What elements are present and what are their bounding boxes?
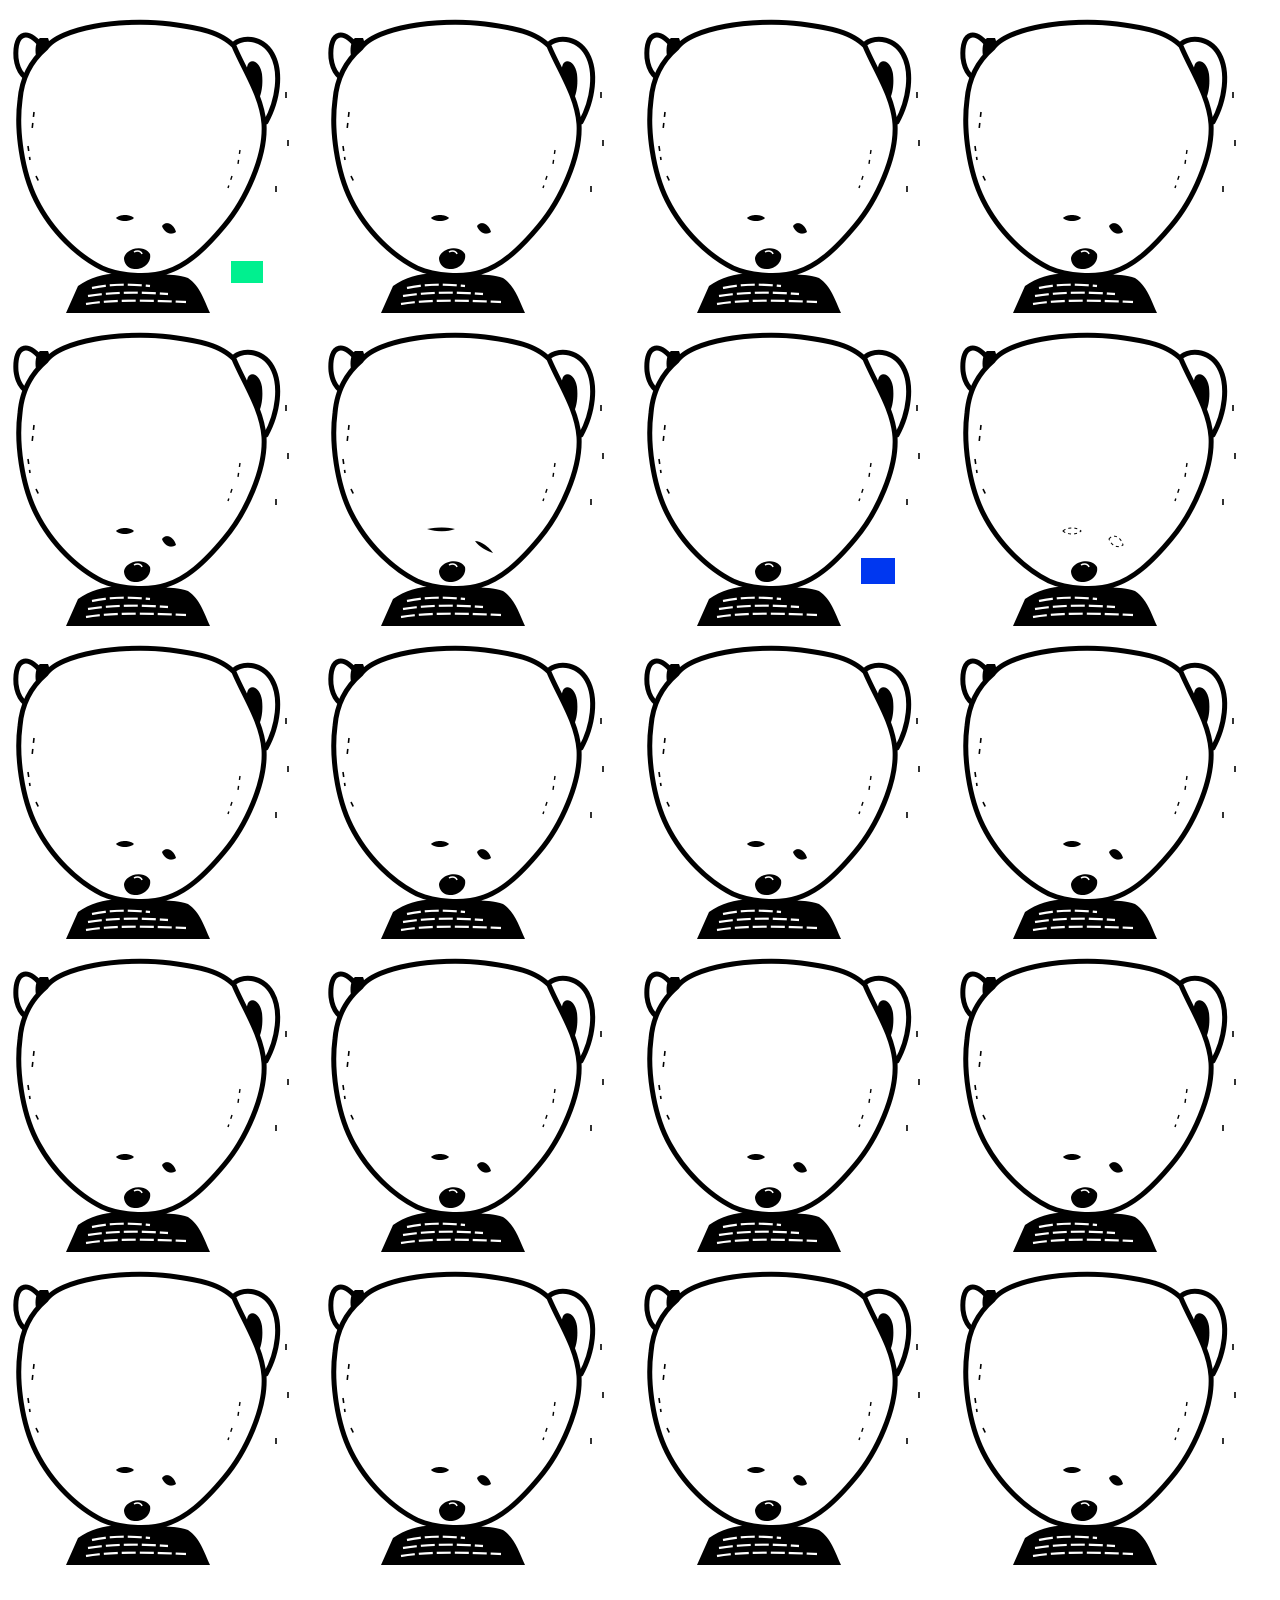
teddy-bear-icon xyxy=(960,645,1236,939)
teddy-bear-icon xyxy=(644,645,920,939)
bear-tile-r3-c2[interactable] xyxy=(315,626,630,939)
bear-tile-r3-c1[interactable] xyxy=(0,626,315,939)
bear-eyes xyxy=(116,1467,176,1486)
bear-eyes xyxy=(1062,527,1124,548)
bear-tile-r2-c3[interactable] xyxy=(631,313,946,626)
bear-tile-r1-c2[interactable] xyxy=(315,0,630,313)
bear-eyes xyxy=(431,1467,491,1486)
bear-tile-r1-c4[interactable] xyxy=(947,0,1262,313)
bear-eyes xyxy=(747,1467,807,1486)
bear-tile-r2-c4[interactable] xyxy=(947,313,1262,626)
teddy-bear-icon xyxy=(644,958,920,1252)
bear-tile-r4-c4[interactable] xyxy=(947,939,1262,1252)
bear-tile-r2-c1[interactable] xyxy=(0,313,315,626)
bear-tile-r2-c2[interactable] xyxy=(315,313,630,626)
teddy-bear-icon xyxy=(328,19,604,313)
teddy-bear-icon xyxy=(960,19,1236,313)
teddy-bear-icon xyxy=(960,958,1236,1252)
teddy-bear-icon xyxy=(13,19,289,313)
bear-tile-r4-c2[interactable] xyxy=(315,939,630,1252)
bear-tile-r3-c3[interactable] xyxy=(631,626,946,939)
teddy-bear-icon xyxy=(13,332,289,626)
bear-eyes xyxy=(1063,1467,1123,1486)
blue-marker[interactable] xyxy=(861,558,895,584)
bear-eyes xyxy=(431,1154,491,1173)
bear-eyes xyxy=(431,215,491,234)
teddy-bear-icon xyxy=(328,332,604,626)
teddy-bear-icon xyxy=(13,645,289,939)
teddy-bear-icon xyxy=(328,645,604,939)
teddy-bear-icon xyxy=(644,19,920,313)
bear-tile-r5-c4[interactable] xyxy=(947,1252,1262,1565)
bear-eyes xyxy=(116,841,176,860)
bear-tile-r4-c1[interactable] xyxy=(0,939,315,1252)
bear-eyes xyxy=(431,841,491,860)
bear-eyes xyxy=(116,1154,176,1173)
bear-eyes xyxy=(116,528,176,547)
teddy-bear-icon xyxy=(13,958,289,1252)
teddy-bear-icon xyxy=(328,1271,604,1565)
bear-eyes xyxy=(1063,841,1123,860)
bear-tile-r5-c2[interactable] xyxy=(315,1252,630,1565)
bear-eyes xyxy=(1063,1154,1123,1173)
bear-eyes xyxy=(747,841,807,860)
bear-tile-r5-c3[interactable] xyxy=(631,1252,946,1565)
bear-tile-r3-c4[interactable] xyxy=(947,626,1262,939)
teddy-bear-icon xyxy=(644,332,920,626)
bear-eyes xyxy=(747,1154,807,1173)
bear-tile-r1-c1[interactable] xyxy=(0,0,315,313)
bear-eyes xyxy=(427,527,493,553)
teddy-bear-icon xyxy=(644,1271,920,1565)
bear-tile-r5-c1[interactable] xyxy=(0,1252,315,1565)
bear-eyes xyxy=(747,215,807,234)
teddy-bear-icon xyxy=(960,332,1236,626)
bear-tile-r1-c3[interactable] xyxy=(631,0,946,313)
bear-tile-r4-c3[interactable] xyxy=(631,939,946,1252)
bear-eyes xyxy=(1063,215,1123,234)
green-marker[interactable] xyxy=(231,261,263,283)
bear-eyes xyxy=(116,215,176,234)
teddy-bear-icon xyxy=(960,1271,1236,1565)
teddy-bear-icon xyxy=(328,958,604,1252)
teddy-bear-icon xyxy=(13,1271,289,1565)
